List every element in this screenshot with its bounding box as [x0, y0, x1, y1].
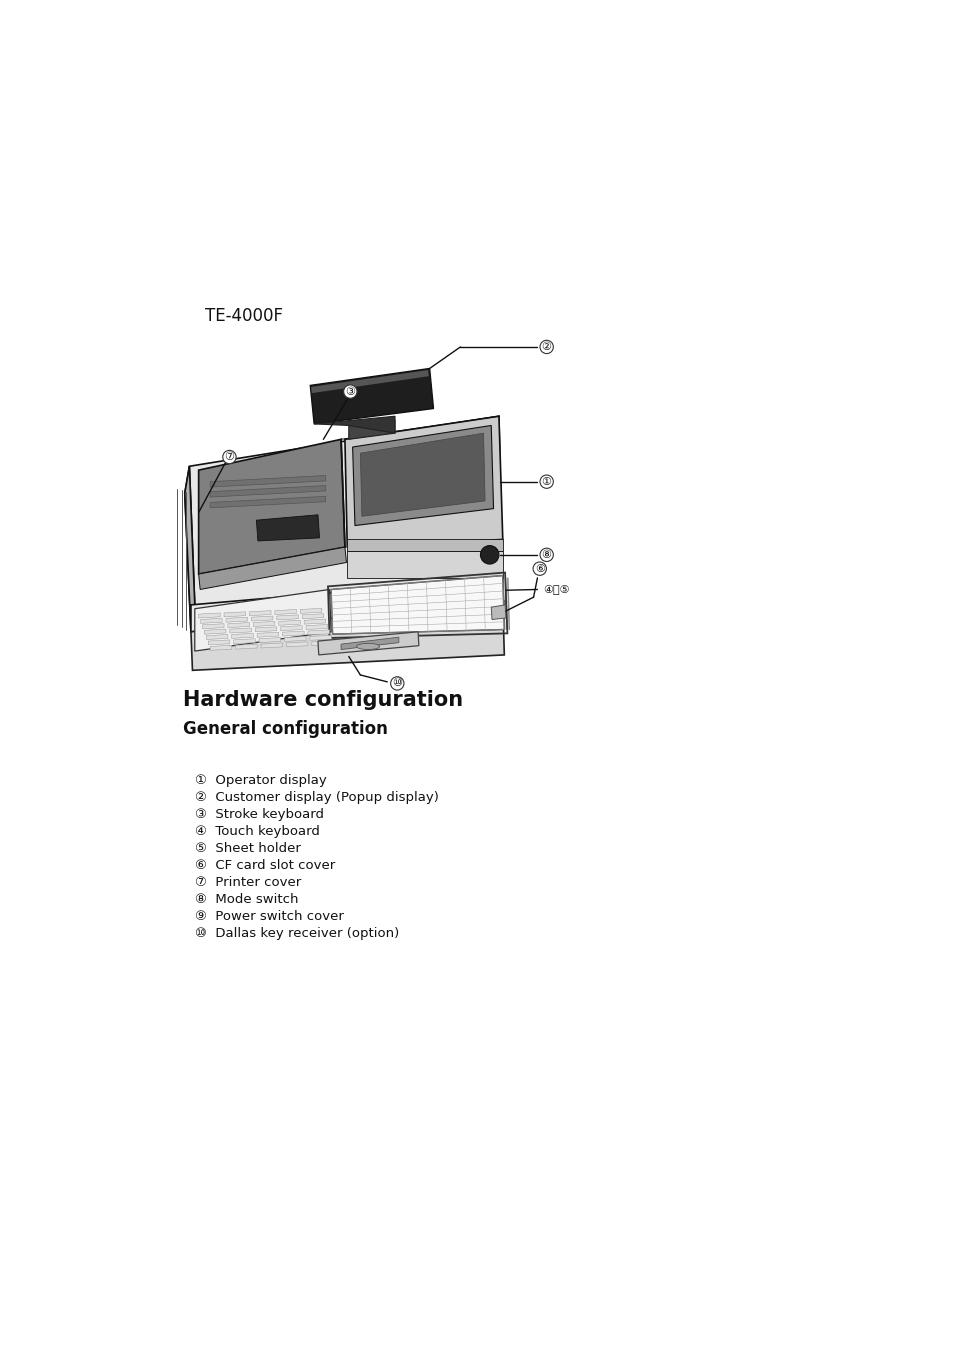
Polygon shape: [228, 623, 249, 628]
Polygon shape: [353, 426, 493, 526]
Polygon shape: [230, 628, 252, 634]
Text: ⑩: ⑩: [392, 678, 402, 689]
Text: ③  Stroke keyboard: ③ Stroke keyboard: [194, 808, 323, 821]
Polygon shape: [304, 619, 325, 624]
Polygon shape: [507, 578, 509, 630]
Polygon shape: [504, 578, 507, 630]
Text: ⑥  CF card slot cover: ⑥ CF card slot cover: [194, 859, 335, 871]
Polygon shape: [312, 640, 333, 646]
Polygon shape: [308, 630, 329, 635]
Polygon shape: [210, 646, 232, 650]
Text: ②  Customer display (Popup display): ② Customer display (Popup display): [194, 792, 438, 804]
Polygon shape: [300, 608, 321, 613]
Text: ②: ②: [541, 342, 551, 351]
Polygon shape: [347, 539, 502, 551]
Polygon shape: [249, 611, 271, 616]
Polygon shape: [261, 643, 282, 648]
Text: ④、⑤: ④、⑤: [543, 585, 570, 594]
Text: ⑥: ⑥: [535, 563, 544, 574]
Polygon shape: [190, 416, 502, 605]
Polygon shape: [311, 370, 429, 393]
Ellipse shape: [356, 643, 379, 650]
Polygon shape: [191, 578, 502, 632]
Polygon shape: [502, 578, 504, 630]
Polygon shape: [185, 466, 194, 632]
Polygon shape: [314, 416, 395, 434]
Polygon shape: [232, 634, 253, 639]
Text: TE-4000F: TE-4000F: [205, 307, 282, 326]
Polygon shape: [306, 624, 327, 630]
Polygon shape: [206, 635, 228, 639]
Polygon shape: [280, 626, 302, 631]
Text: ⑧  Mode switch: ⑧ Mode switch: [194, 893, 298, 907]
Polygon shape: [286, 642, 308, 647]
Polygon shape: [198, 613, 220, 617]
Polygon shape: [224, 612, 245, 617]
Text: ④  Touch keyboard: ④ Touch keyboard: [194, 825, 319, 838]
Polygon shape: [310, 369, 433, 424]
Polygon shape: [210, 485, 325, 497]
Polygon shape: [252, 616, 273, 621]
Polygon shape: [198, 439, 345, 574]
Polygon shape: [278, 620, 300, 626]
Polygon shape: [204, 630, 226, 634]
Polygon shape: [198, 547, 346, 589]
Polygon shape: [317, 632, 418, 655]
Polygon shape: [233, 639, 255, 644]
Polygon shape: [226, 617, 247, 623]
Text: ⑦  Printer cover: ⑦ Printer cover: [194, 875, 301, 889]
Polygon shape: [345, 416, 502, 547]
Polygon shape: [360, 434, 484, 516]
Text: General configuration: General configuration: [183, 720, 388, 739]
Polygon shape: [191, 601, 504, 670]
Polygon shape: [256, 515, 319, 540]
Polygon shape: [259, 638, 280, 643]
Polygon shape: [253, 621, 274, 627]
Text: ①: ①: [541, 477, 551, 486]
Text: ⑦: ⑦: [224, 453, 234, 462]
Text: ⑧: ⑧: [541, 550, 551, 559]
Polygon shape: [208, 640, 230, 644]
Text: Hardware configuration: Hardware configuration: [183, 689, 463, 709]
Text: ①  Operator display: ① Operator display: [194, 774, 326, 788]
Polygon shape: [200, 619, 222, 623]
Text: ⑨  Power switch cover: ⑨ Power switch cover: [194, 909, 343, 923]
Text: ③: ③: [345, 386, 355, 397]
Text: ⑤  Sheet holder: ⑤ Sheet holder: [194, 842, 300, 855]
Polygon shape: [235, 644, 257, 648]
Polygon shape: [257, 632, 278, 638]
Text: ⑩  Dallas key receiver (option): ⑩ Dallas key receiver (option): [194, 927, 398, 940]
Polygon shape: [349, 420, 395, 439]
Polygon shape: [191, 601, 506, 632]
Polygon shape: [341, 638, 398, 650]
Polygon shape: [202, 624, 224, 628]
Polygon shape: [347, 551, 502, 578]
Polygon shape: [276, 615, 298, 620]
Polygon shape: [210, 496, 325, 508]
Circle shape: [480, 546, 498, 565]
Polygon shape: [331, 576, 504, 634]
Polygon shape: [302, 613, 323, 619]
Polygon shape: [284, 636, 306, 642]
Polygon shape: [194, 589, 331, 651]
Polygon shape: [310, 635, 331, 640]
Polygon shape: [274, 609, 296, 615]
Polygon shape: [255, 627, 276, 632]
Polygon shape: [282, 631, 304, 636]
Polygon shape: [491, 605, 505, 620]
Polygon shape: [210, 476, 325, 488]
Polygon shape: [185, 466, 194, 632]
